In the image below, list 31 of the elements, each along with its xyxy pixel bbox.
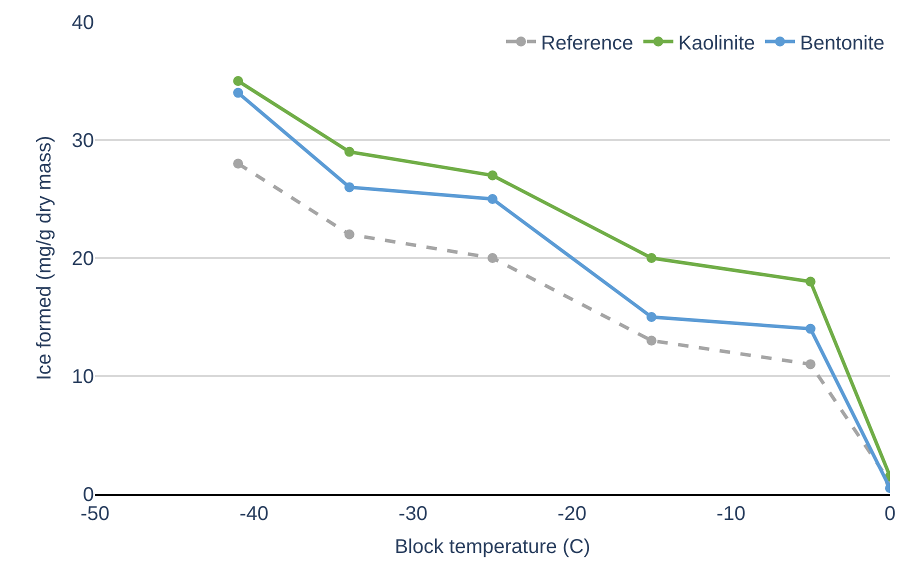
point [233,158,244,169]
point [233,76,244,86]
y-tick-label: 30 [72,130,94,152]
point [344,229,354,240]
point [488,194,498,204]
point [344,182,354,192]
y-tick-label: 20 [72,248,94,270]
x-tick-label: -50 [80,503,110,525]
point [806,359,816,370]
point [646,336,656,346]
y-tick-label: 40 [72,12,94,34]
x-tick-label: -20 [558,503,586,525]
x-tick-label: 0 [884,503,896,525]
point [344,146,354,157]
point [806,276,816,287]
point [488,170,498,180]
legend-label: Reference [541,32,634,54]
legend-label: Bentonite [800,32,885,54]
x-tick-label: -10 [716,503,746,525]
legend-label: Kaolinite [678,32,755,54]
x-tick-label: -30 [398,503,428,525]
point [488,253,498,263]
y-axis-title: Ice formed (mg/g dry mass) [33,136,56,380]
y-tick-label: 0 [82,484,94,506]
point [233,88,244,98]
x-tick-label: -40 [240,503,268,525]
point [806,324,816,334]
point [646,253,656,263]
point [646,312,656,322]
x-axis-title: Block temperature (C) [394,536,590,558]
y-tick-label: 10 [72,366,94,388]
